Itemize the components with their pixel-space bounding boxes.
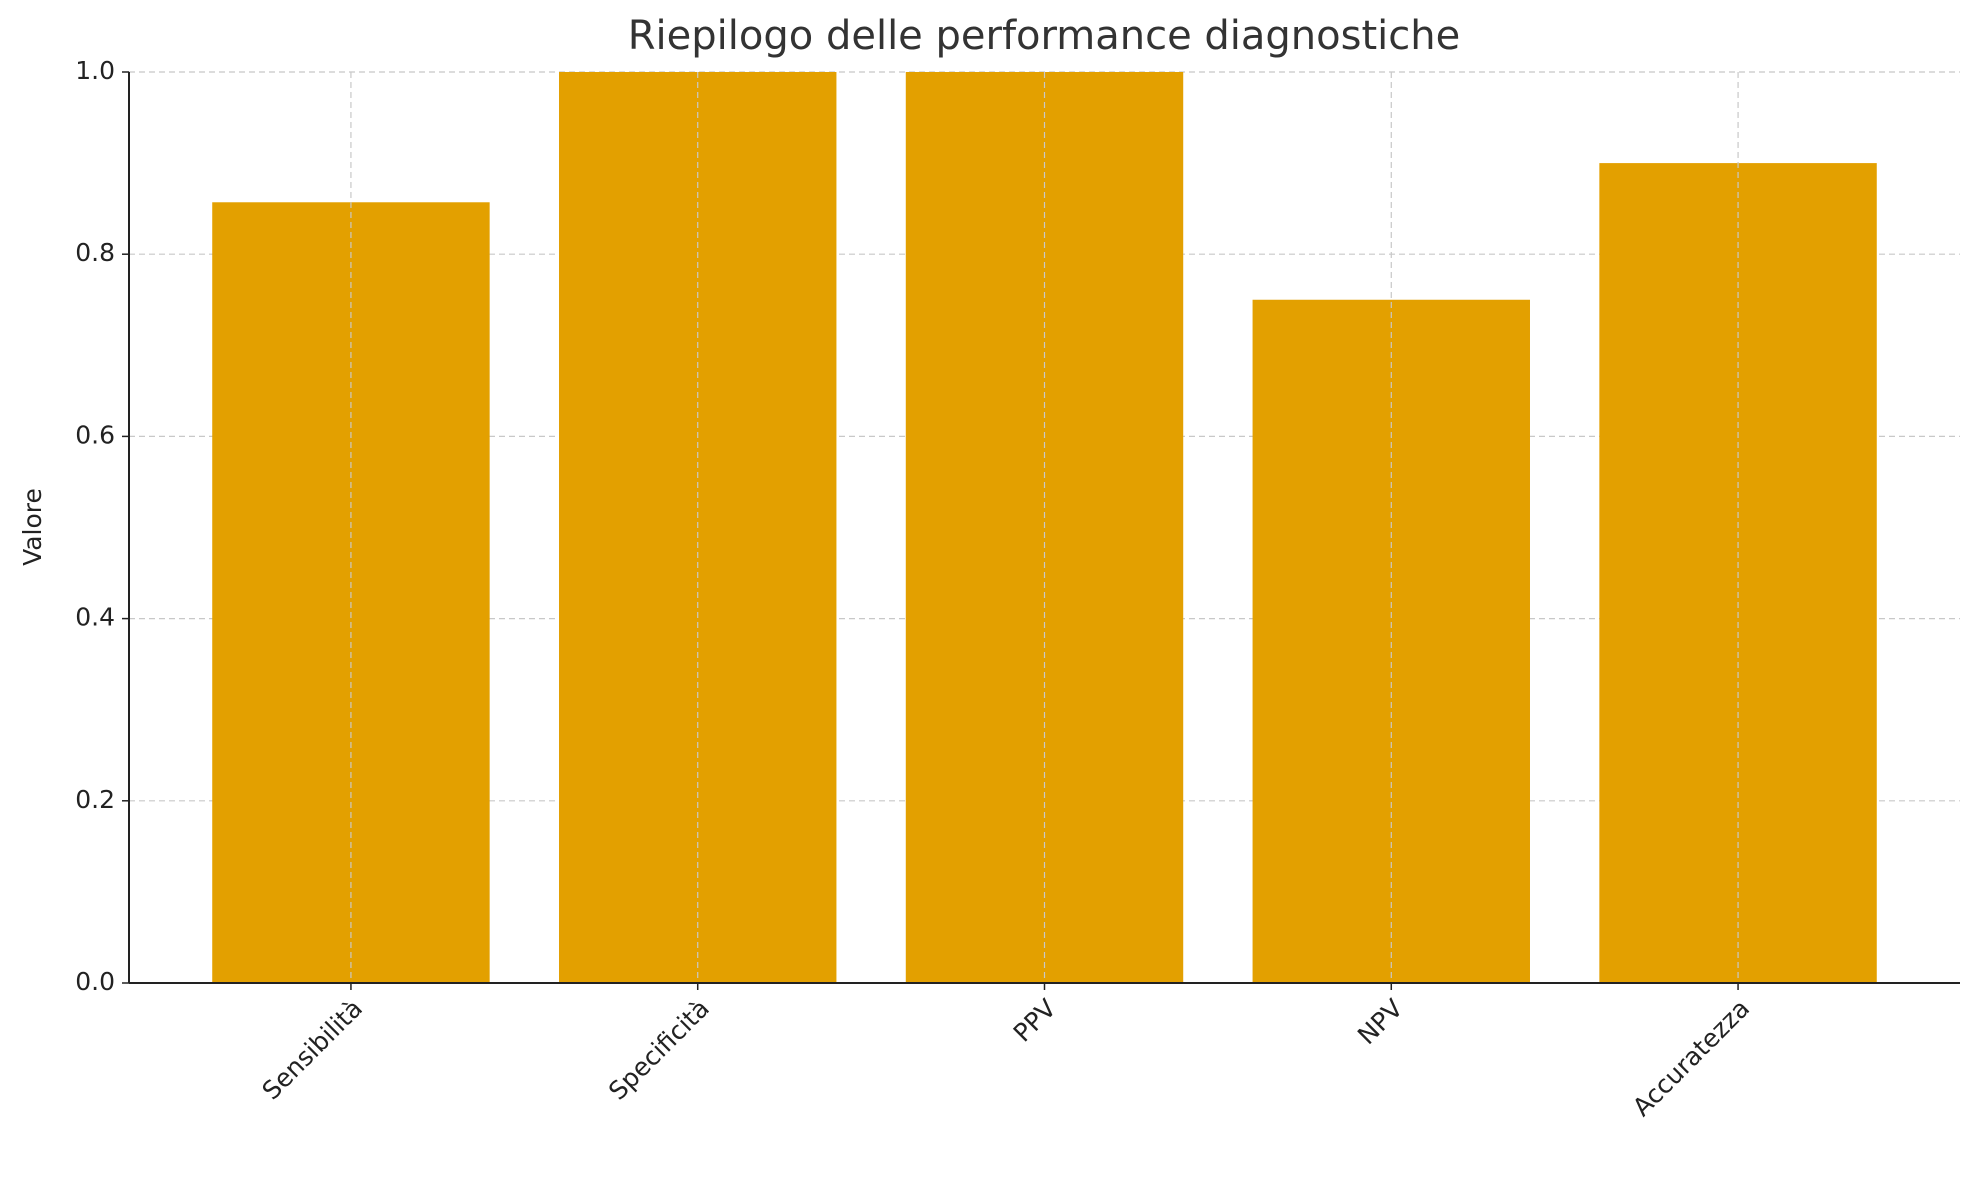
y-tick-label: 0.2 [75,785,115,814]
x-tick-label: PPV [1008,994,1062,1048]
y-axis-label: Valore [18,488,47,566]
x-tick-label: Specificità [603,994,715,1106]
y-tick-label: 0.0 [75,967,115,996]
x-tick-label: Accuratezza [1627,994,1755,1122]
x-tick-label: NPV [1352,994,1408,1050]
chart-title: Riepilogo delle performance diagnostiche [628,13,1460,59]
y-tick-label: 0.8 [75,238,115,267]
y-tick-label: 1.0 [75,56,115,85]
y-tick-label: 0.6 [75,420,115,449]
y-tick-label: 0.4 [75,603,115,632]
x-tick-label: Sensibilità [256,994,368,1106]
